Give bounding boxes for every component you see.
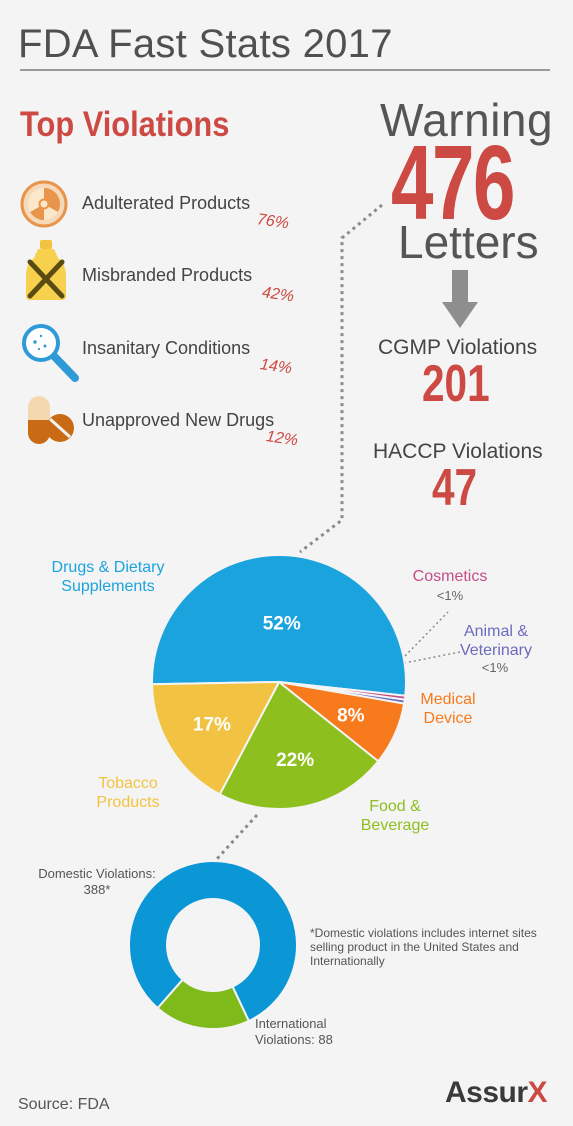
connector-line-cosmetics	[404, 611, 449, 657]
logo-main-text: Assur	[445, 1076, 528, 1109]
haccp-violations-count: 47	[432, 459, 478, 517]
pie-label-food: Food & Beverage	[360, 798, 430, 834]
pie-label-medical: Medical Device	[420, 691, 476, 727]
pie-value-medical-device: 8%	[337, 705, 365, 726]
pill-capsule-icon	[28, 396, 74, 444]
pie-label-tobacco: Tobacco Products	[96, 775, 160, 811]
donut-label-domestic: Domestic Violations: 388*	[38, 866, 156, 897]
letters-word: Letters	[398, 216, 539, 268]
pie-pct-cosmetics: <1%	[436, 588, 464, 603]
haccp-violations-label: HACCP Violations	[373, 440, 543, 463]
donut-label-international: International Violations: 88	[255, 1016, 333, 1047]
title-divider	[20, 69, 550, 71]
sector-pie-chart: 52% 8% 22% 17%	[151, 554, 407, 810]
violation-label-adulterated: Adulterated Products	[82, 193, 251, 213]
pie-pct-animal: <1%	[481, 660, 509, 675]
page-title: FDA Fast Stats 2017	[18, 22, 393, 66]
magnifier-germs-icon	[22, 324, 79, 382]
crossed-bottle-icon	[26, 240, 66, 300]
pie-label-animal: Animal & Veterinary	[459, 623, 533, 659]
radiation-icon	[20, 180, 68, 228]
warning-word: Warning	[380, 94, 554, 146]
donut-segment-domestic-violations-388	[128, 860, 298, 1023]
warning-letters-count: 476	[391, 124, 515, 242]
domestic-international-donut-chart	[128, 860, 298, 1031]
top-violations-heading: Top Violations	[20, 105, 230, 144]
violation-label-misbranded: Misbranded Products	[82, 265, 253, 285]
logo-x-text: X	[527, 1076, 548, 1109]
down-arrow-icon	[442, 270, 478, 328]
donut-footnote: *Domestic violations includes internet s…	[310, 926, 537, 968]
pie-value-tobacco-products: 17%	[193, 714, 231, 735]
assurx-logo: AssurX	[445, 1076, 548, 1110]
pie-label-drugs: Drugs & Dietary Supplements	[51, 559, 165, 595]
source-note: Source: FDA	[18, 1096, 110, 1113]
cgmp-violations-label: CGMP Violations	[378, 336, 538, 359]
pie-slice-food-beverage	[218, 680, 380, 810]
pie-slice-tobacco-products	[151, 680, 281, 796]
pie-slice-drugs-dietary-supplements	[151, 554, 407, 697]
pie-value-drugs-dietary-supplements: 52%	[263, 613, 301, 634]
connector-line-warning	[299, 203, 383, 554]
pie-value-food-beverage: 22%	[276, 750, 314, 771]
violation-label-insanitary: Insanitary Conditions	[82, 338, 251, 358]
violation-label-unapproved: Unapproved New Drugs	[82, 410, 275, 430]
pie-label-cosmetics: Cosmetics	[412, 568, 488, 585]
cgmp-violations-count: 201	[422, 355, 490, 413]
